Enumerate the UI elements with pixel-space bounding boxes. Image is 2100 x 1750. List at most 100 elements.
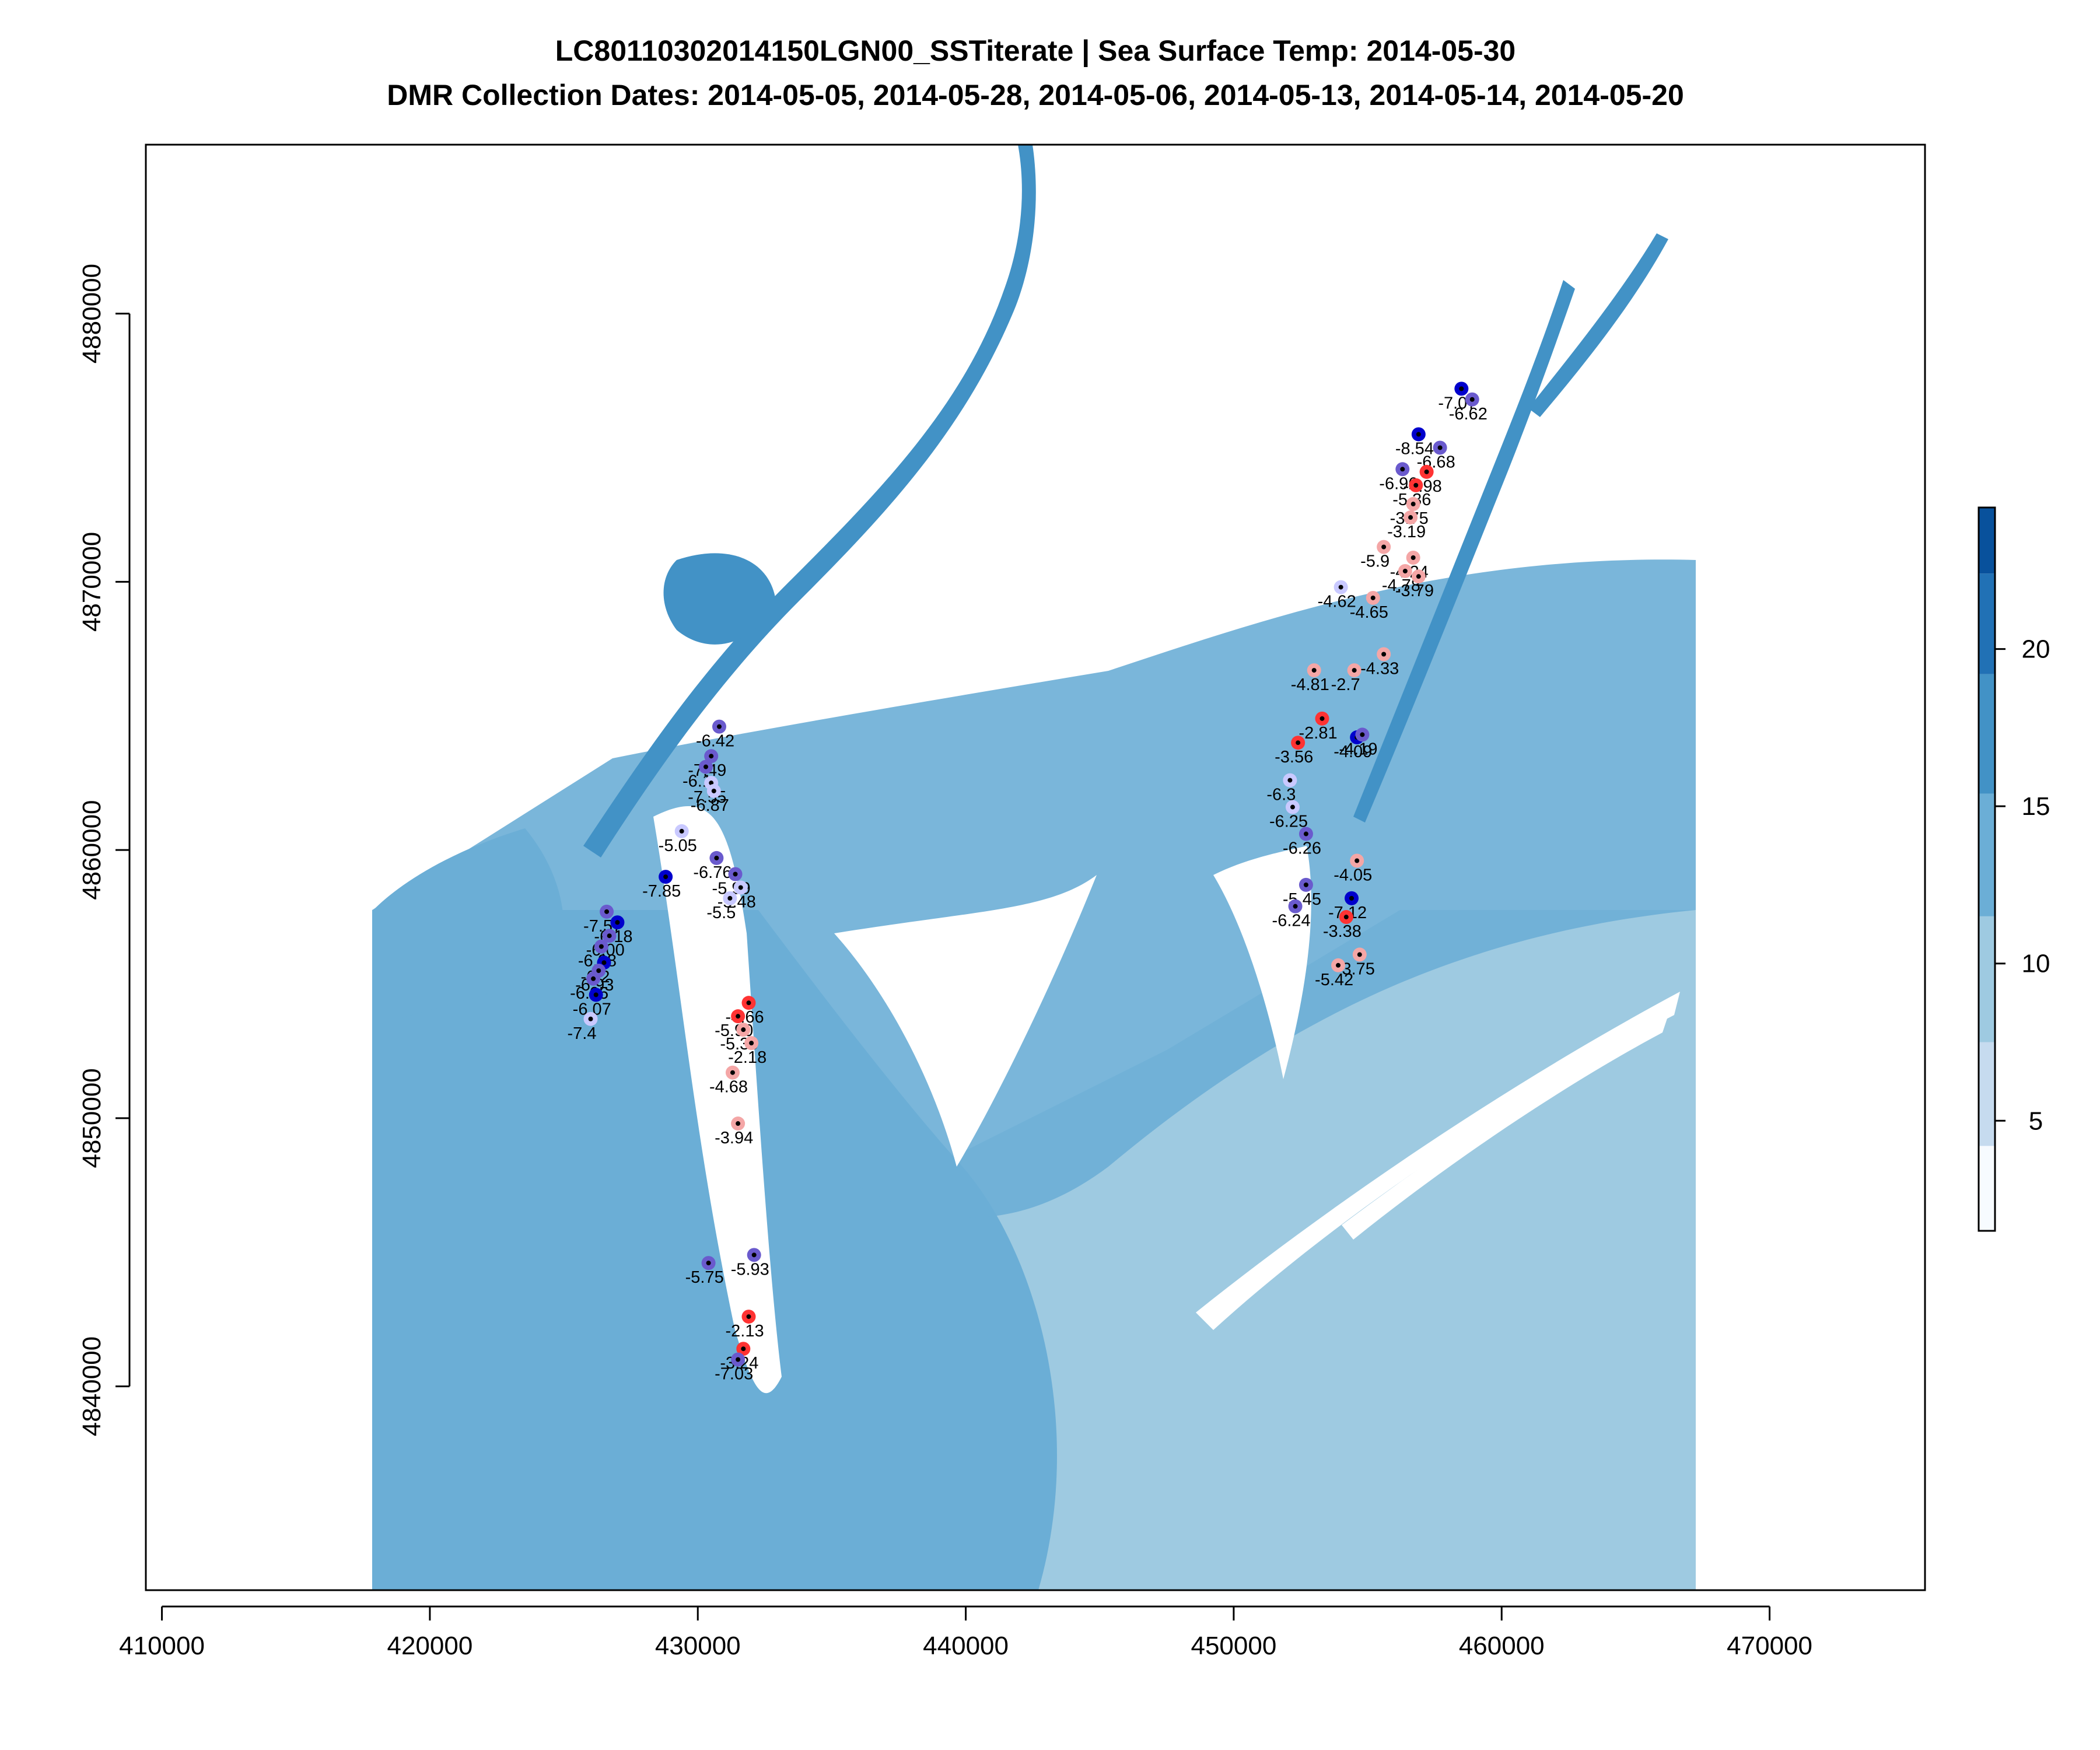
collection-point-center: [1352, 668, 1357, 673]
point-label: -4.19: [1339, 740, 1377, 758]
collection-point-center: [733, 872, 738, 877]
x-tick-label: 420000: [387, 1632, 473, 1660]
collection-point-center: [1336, 963, 1341, 968]
chart-title: LC80110302014150LGN00_SSTiterate | Sea S…: [555, 34, 1516, 68]
y-tick-label: 4860000: [78, 800, 106, 900]
colorbar-tick-label: 10: [2022, 950, 2050, 978]
collection-point-center: [1424, 469, 1429, 474]
collection-point-center: [1287, 778, 1293, 783]
land-midcoast: [834, 875, 1097, 1167]
collection-points: -7.07-6.62-8.54-6.68-6.96-4.98-5.36-3.75…: [568, 382, 1488, 1384]
collection-point-center: [741, 1027, 746, 1032]
collection-point-center: [1410, 555, 1416, 560]
colorbar-bin: [1979, 1042, 1995, 1146]
x-tick-label: 470000: [1727, 1632, 1812, 1660]
collection-point-center: [1370, 595, 1376, 600]
collection-point-center: [1437, 445, 1443, 450]
point-label: -6.24: [1272, 912, 1311, 930]
point-label: -2.18: [728, 1048, 766, 1067]
x-tick-label: 450000: [1191, 1632, 1276, 1660]
collection-point-center: [716, 724, 722, 729]
point-label: -4.33: [1360, 660, 1399, 678]
collection-point-center: [1320, 716, 1325, 721]
colorbar-legend: 5 10 15 20: [1978, 506, 2050, 1232]
colorbar-bin: [1979, 793, 1995, 916]
collection-point-center: [1459, 386, 1464, 391]
point-label: -4.81: [1291, 676, 1329, 694]
plot-frame: [145, 144, 1926, 1591]
collection-point-center: [736, 1014, 741, 1019]
land-east-peninsula: [1213, 846, 1311, 1079]
collection-point-center: [709, 780, 714, 786]
collection-point-center: [1296, 740, 1301, 746]
sst-raster: [372, 145, 1696, 1590]
collection-point-center: [1293, 904, 1298, 909]
colorbar-tick-label: 5: [2029, 1107, 2043, 1135]
collection-point-center: [1303, 831, 1308, 836]
collection-point-center: [1338, 584, 1343, 590]
collection-point-center: [604, 909, 610, 914]
collection-point-center: [714, 855, 719, 860]
collection-point-center: [598, 944, 604, 949]
point-label: -4.09: [1334, 743, 1372, 761]
colorbar-bin: [1979, 674, 1995, 794]
collection-point-center: [1349, 895, 1354, 901]
collection-point-center: [751, 1252, 757, 1258]
collection-point-center: [1402, 568, 1408, 573]
x-axis: 410000 420000 430000 440000 450000 460000 4700…: [119, 1605, 1812, 1660]
collection-point-center: [1408, 515, 1413, 520]
eastern-river: [1353, 280, 1575, 822]
upper-river: [583, 145, 1036, 858]
collection-point-center: [1416, 432, 1421, 437]
collection-point-center: [1416, 574, 1421, 579]
point-label: -2.7: [1331, 676, 1360, 694]
y-tick-label: 4840000: [78, 1336, 106, 1436]
colorbar-bin: [1979, 1146, 1995, 1231]
point-label: -6.25: [1269, 813, 1308, 831]
collection-point-center: [738, 885, 743, 890]
collection-point-center: [1343, 915, 1349, 920]
collection-point-center: [1413, 482, 1419, 488]
collection-point-center: [588, 1016, 593, 1021]
point-label: -3.38: [1323, 922, 1362, 941]
point-label: -8.54: [1395, 440, 1434, 459]
collection-point-center: [736, 1121, 741, 1126]
colorbar-bin: [1979, 916, 1995, 1042]
colorbar-tick-label: 20: [2022, 635, 2050, 664]
collection-point-center: [711, 788, 716, 793]
point-label: -5.75: [685, 1268, 724, 1287]
collection-point-center: [727, 895, 733, 901]
western-estuary: [373, 828, 564, 1027]
x-tick-label: 410000: [119, 1632, 205, 1660]
point-label: -4.65: [1350, 603, 1388, 622]
collection-point-center: [704, 764, 709, 769]
colorbar-bin: [1979, 573, 1995, 674]
colorbar-frame: [1978, 506, 1996, 1232]
point-label: -2.13: [726, 1322, 764, 1340]
x-tick-label: 460000: [1459, 1632, 1545, 1660]
point-label: -5.05: [659, 836, 697, 855]
point-label: -5.42: [1315, 971, 1353, 989]
y-tick-label: 4850000: [78, 1068, 106, 1168]
collection-point-center: [591, 976, 596, 981]
colorbar-bin: [1979, 508, 1995, 574]
collection-point-center: [607, 933, 612, 939]
point-label: -5.9: [1360, 552, 1390, 571]
point-label: -7.03: [715, 1365, 753, 1384]
point-label: -6.62: [1449, 405, 1488, 424]
collection-point-center: [736, 1357, 741, 1362]
collection-point-center: [615, 920, 620, 925]
point-label: -2.81: [1298, 724, 1337, 743]
collection-point-center: [1469, 397, 1475, 402]
chart-subtitle: DMR Collection Dates: 2014-05-05, 2014-0…: [387, 79, 1684, 111]
offshore-streaks: [1196, 992, 1680, 1330]
collection-point-center: [1410, 502, 1416, 507]
point-label: -3.19: [1387, 523, 1426, 541]
point-label: -4.05: [1334, 866, 1372, 885]
colorbar-tick-label: 15: [2022, 792, 2050, 821]
point-label: -4.68: [709, 1078, 748, 1097]
land-west-peninsula: [653, 806, 782, 1394]
point-label: -6.26: [1283, 839, 1321, 858]
y-tick-label: 4880000: [78, 264, 106, 363]
